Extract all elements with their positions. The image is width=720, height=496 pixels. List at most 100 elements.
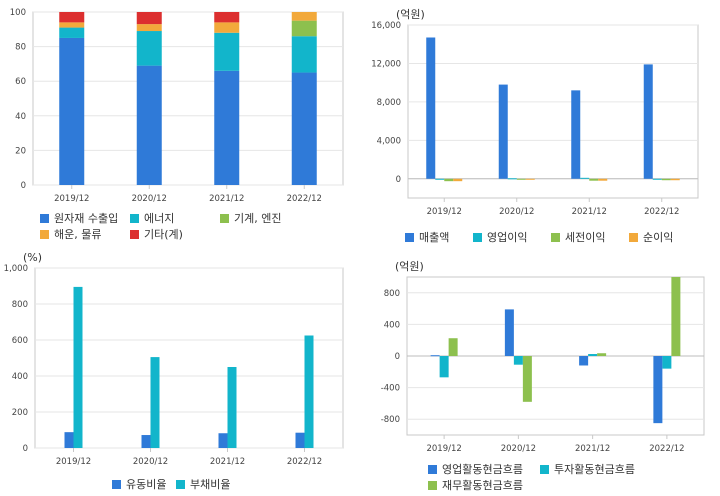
bar xyxy=(588,354,598,356)
x-tick-label: 2019/12 xyxy=(56,457,91,467)
bar xyxy=(227,367,237,448)
y-tick-label: 0 xyxy=(395,352,400,362)
y-tick-label: 4,000 xyxy=(377,136,401,146)
y-tick-label: 1,000 xyxy=(4,264,28,274)
bar xyxy=(504,309,514,356)
chart-2-panel: (억원) 0 4,000 8,000 12,000 16,000 2019/12 2020/1… xyxy=(360,0,720,248)
legend-swatch xyxy=(473,232,482,242)
chart-3-legend: 유동비율 부채비율 xyxy=(112,476,332,492)
bar xyxy=(136,31,162,66)
y-tick-label: 800 xyxy=(12,300,28,310)
bar xyxy=(214,70,240,185)
x-tick-label: 2020/12 xyxy=(133,457,168,467)
bar xyxy=(597,353,607,356)
y-tick-label: 800 xyxy=(384,289,400,299)
x-tick-label: 2019/12 xyxy=(427,207,462,217)
chart-4-panel: (억원) -800 -400 0 400 800 2019/12 2020/12 2021/12… xyxy=(360,248,720,496)
legend-swatch xyxy=(176,479,185,489)
legend-item-shipping: 해운, 물류 xyxy=(40,226,101,242)
legend-item-net-profit: 순이익 xyxy=(629,229,673,245)
bar xyxy=(59,12,85,23)
legend-label: 투자활동현금흐름 xyxy=(554,463,635,476)
y-tick-label: 80 xyxy=(15,43,26,53)
bar xyxy=(598,178,608,181)
bar xyxy=(291,36,317,73)
y-tick-label: -800 xyxy=(381,415,400,425)
chart-1-legend: 원자재 수출입 에너지 기계, 엔진 해운, 물류 기타(계) xyxy=(40,210,360,246)
bar xyxy=(141,435,151,448)
bar xyxy=(291,12,317,21)
bar xyxy=(214,32,240,71)
legend-swatch xyxy=(40,229,49,239)
legend-swatch xyxy=(220,213,229,223)
legend-item-operating-cf: 영업활동현금흐름 xyxy=(428,461,523,477)
legend-swatch xyxy=(405,232,414,242)
axis-unit-label: (억원) xyxy=(396,8,425,21)
y-tick-label: -400 xyxy=(381,384,400,394)
bar xyxy=(214,12,240,23)
x-tick-label: 2019/12 xyxy=(426,444,461,454)
bar xyxy=(295,432,305,448)
bar xyxy=(136,12,162,25)
bar xyxy=(59,37,85,186)
chart-3-plot: (%) 0 200 400 600 800 1,000 2019/12 2020/12 2021/… xyxy=(4,251,344,467)
legend-swatch xyxy=(40,213,49,223)
bar xyxy=(498,84,508,179)
bar xyxy=(662,356,672,369)
bar xyxy=(453,178,463,182)
bar xyxy=(59,22,85,28)
bar xyxy=(579,356,589,366)
bar xyxy=(430,355,440,357)
axis-unit-label: (억원) xyxy=(395,260,424,273)
legend-label: 영업활동현금흐름 xyxy=(442,463,523,476)
legend-label: 해운, 물류 xyxy=(54,228,102,241)
chart-3-panel: (%) 0 200 400 600 800 1,000 2019/12 2020/12 2021/… xyxy=(0,248,360,496)
y-tick-label: 16,000 xyxy=(371,21,401,31)
legend-label: 기계, 엔진 xyxy=(234,212,282,225)
bar xyxy=(291,72,317,185)
x-tick-label: 2022/12 xyxy=(644,207,679,217)
bar xyxy=(661,178,671,181)
x-tick-label: 2020/12 xyxy=(132,194,167,204)
bar xyxy=(218,433,228,448)
legend-swatch xyxy=(629,232,638,242)
x-tick-label: 2021/12 xyxy=(572,207,607,217)
bar xyxy=(150,357,160,448)
x-tick-label: 2022/12 xyxy=(287,457,322,467)
y-tick-label: 20 xyxy=(15,146,26,156)
x-tick-label: 2021/12 xyxy=(210,457,245,467)
legend-swatch xyxy=(551,232,560,242)
axis-unit-label: (%) xyxy=(23,251,42,264)
y-tick-label: 12,000 xyxy=(371,59,401,69)
y-tick-label: 0 xyxy=(21,181,26,191)
legend-label: 유동비율 xyxy=(126,478,167,491)
bar xyxy=(435,178,445,180)
x-tick-label: 2020/12 xyxy=(501,444,536,454)
legend-item-others: 기타(계) xyxy=(130,226,183,242)
legend-label: 원자재 수출입 xyxy=(54,212,119,225)
legend-label: 부채비율 xyxy=(190,478,231,491)
bar xyxy=(64,432,74,448)
y-tick-label: 200 xyxy=(12,408,28,418)
legend-label: 매출액 xyxy=(419,231,450,244)
legend-item-financing-cf: 재무활동현금흐름 xyxy=(428,477,523,493)
bar xyxy=(136,24,162,32)
x-tick-label: 2022/12 xyxy=(649,444,684,454)
chart-2-legend: 매출액 영업이익 세전이익 순이익 xyxy=(405,229,720,245)
bar xyxy=(671,277,681,356)
legend-swatch xyxy=(428,464,437,474)
x-tick-label: 2022/12 xyxy=(287,194,322,204)
y-tick-label: 400 xyxy=(384,320,400,330)
x-tick-label: 2019/12 xyxy=(54,194,89,204)
bar xyxy=(516,178,526,180)
bar xyxy=(589,178,599,181)
bar xyxy=(291,20,317,37)
bar xyxy=(426,37,436,179)
y-tick-label: 400 xyxy=(12,372,28,382)
chart-1-plot: 0 20 40 60 80 100 2019/12 2020/12 2021/12 2022/12 xyxy=(10,8,344,204)
legend-swatch xyxy=(540,464,549,474)
legend-label: 기타(계) xyxy=(144,228,183,241)
legend-item-debt-ratio: 부채비율 xyxy=(176,476,230,492)
legend-swatch xyxy=(112,479,121,489)
bar xyxy=(214,22,240,33)
